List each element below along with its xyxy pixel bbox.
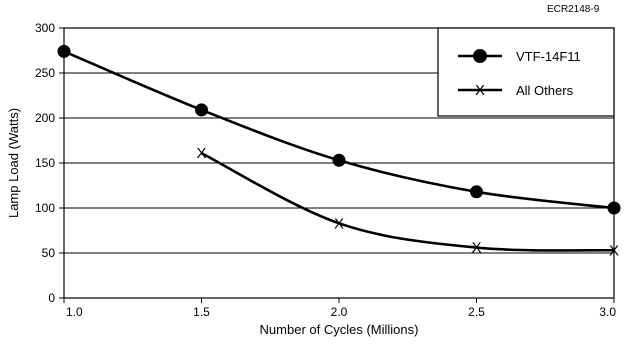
y-tick-label: 50 [42, 246, 56, 260]
x-tick-label: 1.0 [66, 305, 83, 319]
y-tick-label: 100 [35, 201, 55, 215]
x-tick-label: 1.5 [193, 305, 210, 319]
y-axis-label: Lamp Load (Watts) [6, 108, 21, 218]
data-point-x: X [471, 240, 481, 257]
data-point-x: X [196, 145, 206, 162]
y-axis-ticks: 0 50 100 150 200 250 300 [35, 21, 64, 305]
x-tick-label: 3.0 [599, 305, 616, 319]
legend-marker-circle [473, 49, 487, 63]
y-tick-label: 0 [48, 291, 55, 305]
y-tick-label: 250 [35, 66, 55, 80]
data-point-x: X [609, 242, 619, 259]
legend-label-others: All Others [516, 83, 574, 98]
data-point-circle [332, 153, 346, 167]
series-line [200, 151, 615, 252]
x-axis-ticks: 1.0 1.5 2.0 2.5 3.0 [63, 298, 616, 319]
data-point-circle [57, 44, 71, 58]
data-point-circle [195, 103, 208, 117]
y-tick-label: 200 [35, 111, 55, 125]
x-axis-label: Number of Cycles (Millions) [260, 322, 419, 337]
data-point-x: X [334, 215, 344, 232]
x-tick-label: 2.0 [331, 305, 348, 319]
data-point-circle [607, 201, 621, 215]
legend-marker-x: X [475, 82, 485, 99]
legend-box [437, 27, 615, 117]
series-layer: X X X X [57, 44, 621, 259]
data-point-circle [470, 185, 483, 199]
legend-label-vtf: VTF-14F11 [516, 49, 581, 64]
legend: VTF-14F11 X All Others [437, 27, 615, 117]
y-tick-label: 150 [35, 156, 55, 170]
x-tick-label: 2.5 [468, 305, 485, 319]
figure-reference-code: ECR2148-9 [547, 4, 600, 15]
y-tick-label: 300 [35, 21, 55, 35]
